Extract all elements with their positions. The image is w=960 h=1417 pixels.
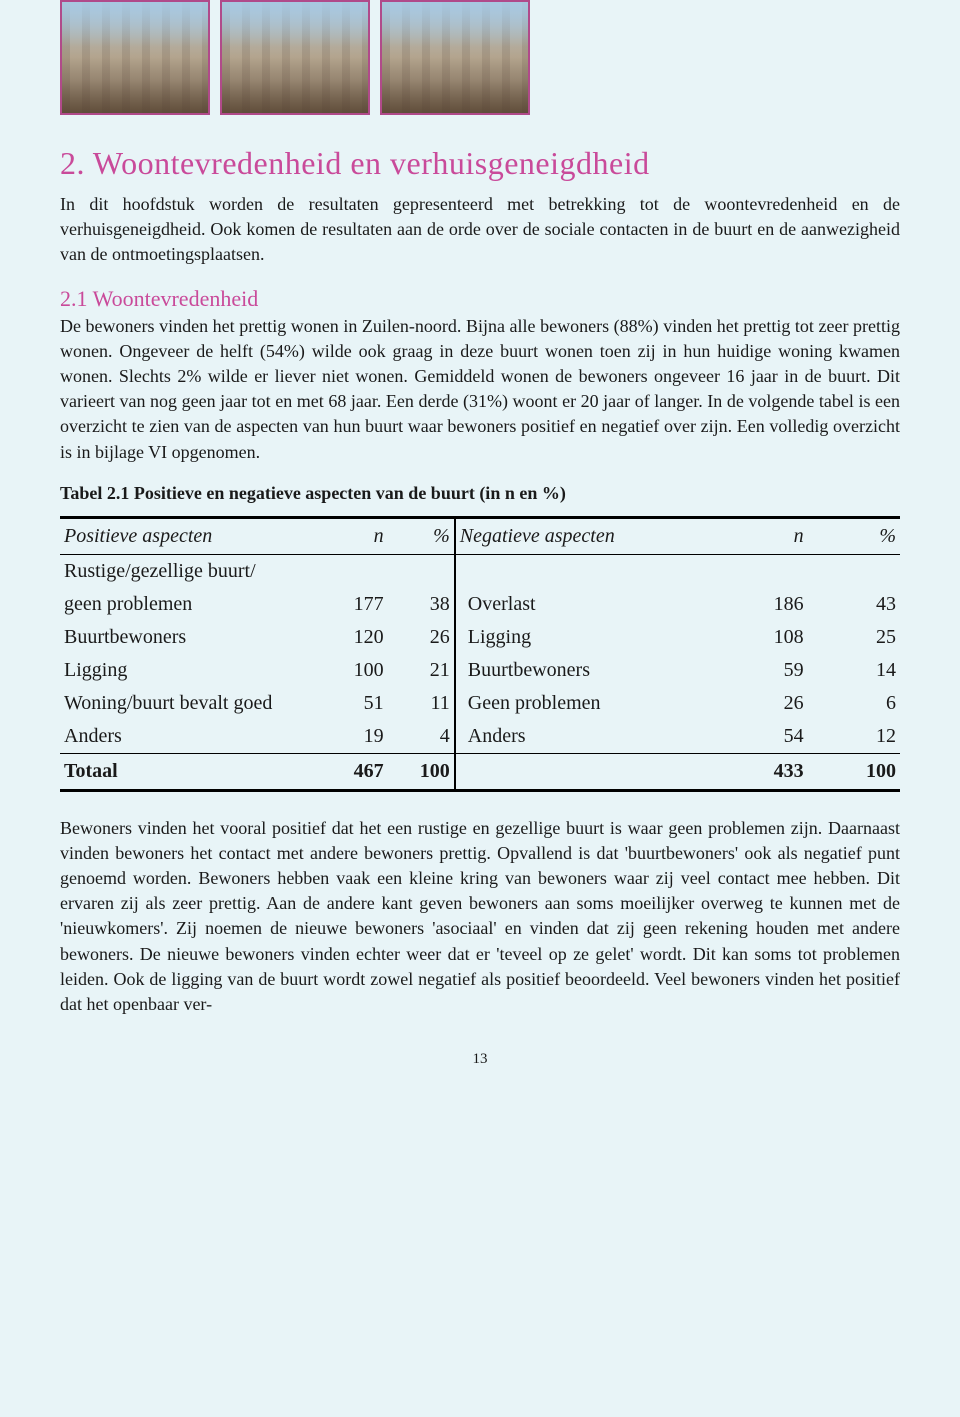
cell-pct: 6: [808, 687, 900, 720]
table-title: Tabel 2.1 Positieve en negatieve aspecte…: [60, 483, 900, 504]
cell-neg: Geen problemen: [455, 687, 715, 720]
cell-pos: Ligging: [60, 654, 320, 687]
table-row: Rustige/gezellige buurt/: [60, 554, 900, 588]
cell-pct: 43: [808, 588, 900, 621]
cell-neg: Anders: [455, 720, 715, 754]
cell-neg: Overlast: [455, 588, 715, 621]
total-n: 467: [320, 753, 387, 790]
table-total-row: Totaal 467 100 433 100: [60, 753, 900, 790]
total-n: 433: [715, 753, 807, 790]
cell-pos: geen problemen: [60, 588, 320, 621]
cell-neg: Ligging: [455, 621, 715, 654]
cell-neg: Buurtbewoners: [455, 654, 715, 687]
intro-paragraph: In dit hoofdstuk worden de resultaten ge…: [60, 192, 900, 268]
cell-n: 100: [320, 654, 387, 687]
col-pos-label: Positieve aspecten: [60, 517, 320, 554]
closing-paragraph: Bewoners vinden het vooral positief dat …: [60, 816, 900, 1018]
col-pct-label: %: [388, 517, 455, 554]
total-pct: 100: [388, 753, 455, 790]
cell-n: 26: [715, 687, 807, 720]
table-row: Anders 19 4 Anders 54 12: [60, 720, 900, 754]
cell-n: 59: [715, 654, 807, 687]
cell-pct: 14: [808, 654, 900, 687]
header-photo-1: [60, 0, 210, 115]
header-photo-2: [220, 0, 370, 115]
cell-pct: 4: [388, 720, 455, 754]
cell-pct: 25: [808, 621, 900, 654]
total-pct: 100: [808, 753, 900, 790]
col-n-label: n: [320, 517, 387, 554]
header-photo-3: [380, 0, 530, 115]
cell-pct: 26: [388, 621, 455, 654]
table-row: geen problemen 177 38 Overlast 186 43: [60, 588, 900, 621]
cell-n: 120: [320, 621, 387, 654]
table-header-row: Positieve aspecten n % Negatieve aspecte…: [60, 517, 900, 554]
page-number: 13: [60, 1051, 900, 1068]
chapter-title: 2. Woontevredenheid en verhuisgeneigdhei…: [60, 145, 900, 182]
total-label: Totaal: [60, 753, 320, 790]
cell-pos: Rustige/gezellige buurt/: [60, 554, 320, 588]
col-neg-label: Negatieve aspecten: [455, 517, 715, 554]
col-n-label-2: n: [715, 517, 807, 554]
cell-pos: Buurtbewoners: [60, 621, 320, 654]
aspects-table: Positieve aspecten n % Negatieve aspecte…: [60, 516, 900, 792]
cell-n: 19: [320, 720, 387, 754]
table-row: Buurtbewoners 120 26 Ligging 108 25: [60, 621, 900, 654]
cell-n: 51: [320, 687, 387, 720]
section-paragraph: De bewoners vinden het prettig wonen in …: [60, 314, 900, 465]
col-pct-label-2: %: [808, 517, 900, 554]
cell-pct: 11: [388, 687, 455, 720]
table-row: Ligging 100 21 Buurtbewoners 59 14: [60, 654, 900, 687]
header-photo-strip: [60, 0, 900, 115]
cell-pct: 38: [388, 588, 455, 621]
cell-n: 177: [320, 588, 387, 621]
cell-n: 186: [715, 588, 807, 621]
cell-pos: Anders: [60, 720, 320, 754]
cell-n: 108: [715, 621, 807, 654]
cell-pos: Woning/buurt bevalt goed: [60, 687, 320, 720]
cell-pct: 21: [388, 654, 455, 687]
cell-n: 54: [715, 720, 807, 754]
cell-pct: 12: [808, 720, 900, 754]
section-title: 2.1 Woontevredenheid: [60, 286, 900, 312]
table-row: Woning/buurt bevalt goed 51 11 Geen prob…: [60, 687, 900, 720]
